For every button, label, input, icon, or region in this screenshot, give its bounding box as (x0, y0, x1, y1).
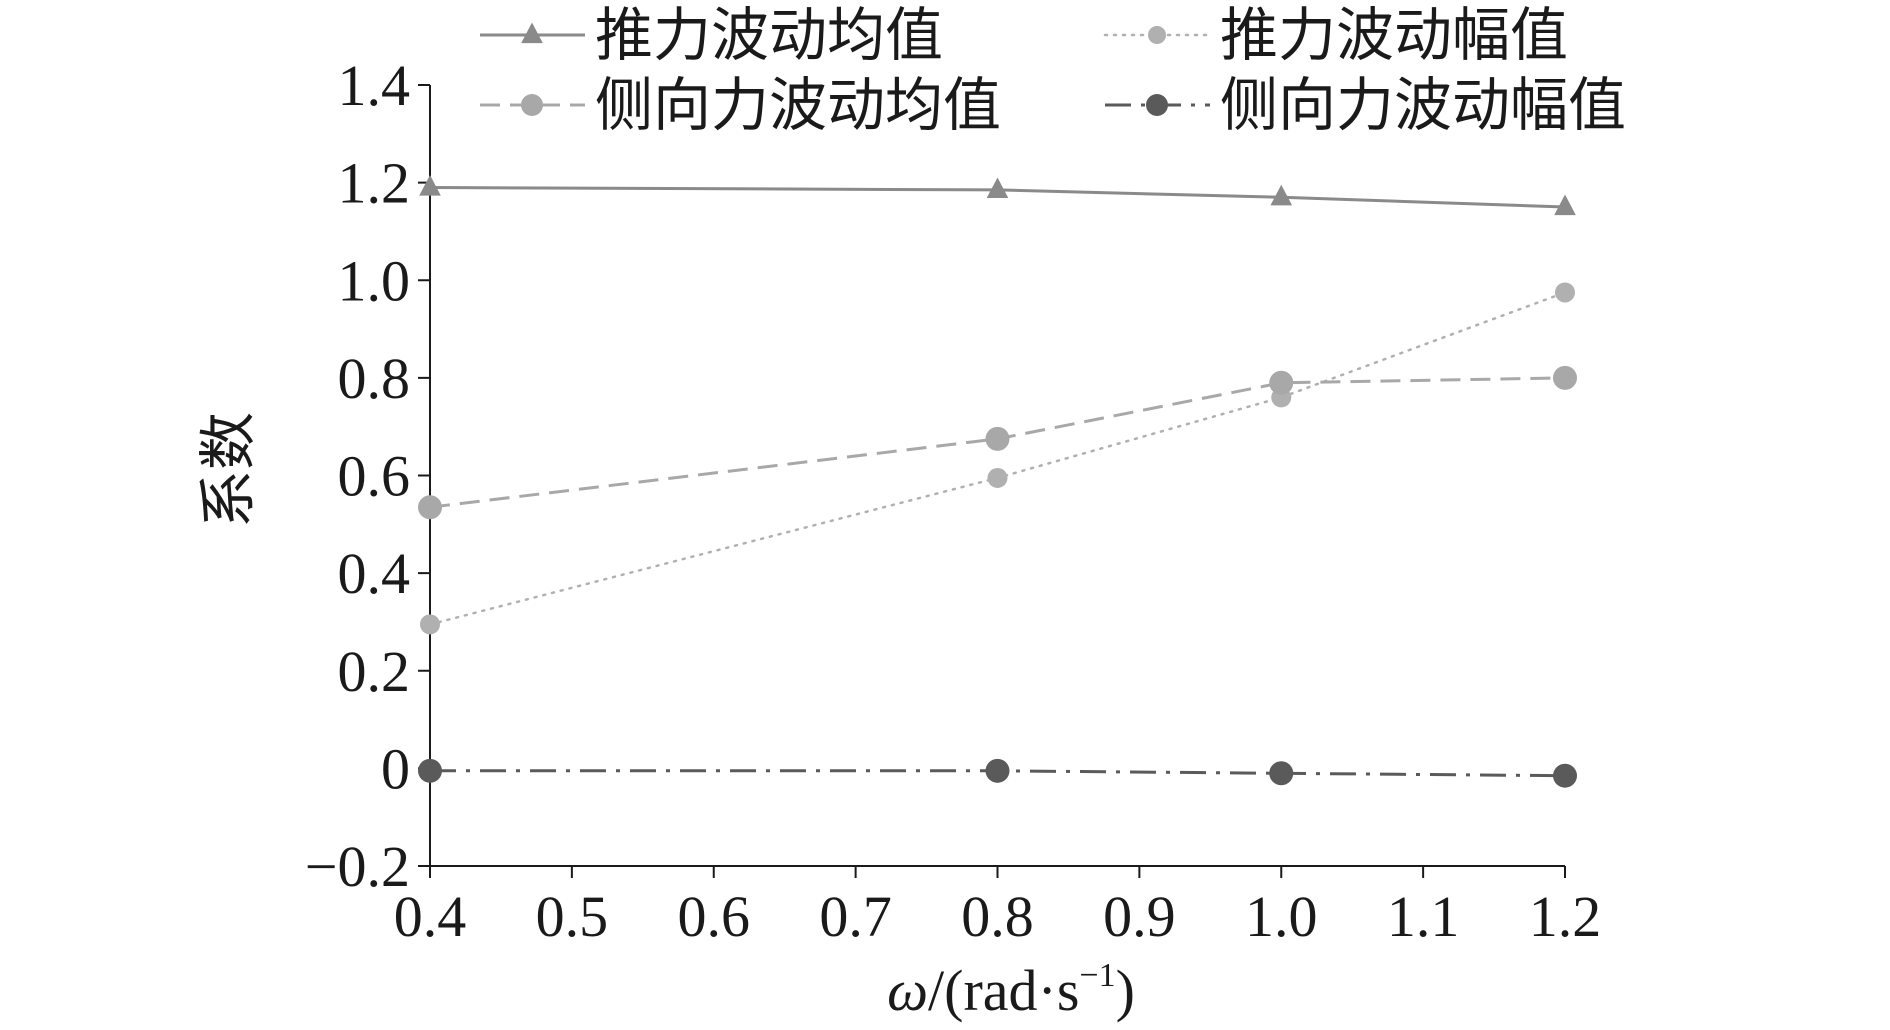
x-axis-title-omega: ω (887, 958, 928, 1023)
circle-point (418, 758, 442, 783)
series-1 (419, 175, 1576, 216)
x-tick-label: 0.8 (961, 884, 1034, 949)
x-axis-title-unit: /(rad·s (928, 958, 1079, 1023)
y-tick-label: −0.2 (305, 834, 410, 899)
triangle-point (1270, 184, 1293, 206)
circle-point (418, 495, 442, 520)
x-tick-label: 1.0 (1245, 884, 1318, 949)
triangle-point (986, 177, 1009, 199)
circle-point (1269, 761, 1294, 786)
legend-item-3: 侧向力波动均值 (480, 73, 1001, 138)
y-tick-label: 1.4 (338, 53, 411, 118)
legend-swatch-marker (521, 94, 543, 116)
y-tick-label: 0 (381, 736, 410, 801)
legend-item-2: 推力波动幅值 (1103, 3, 1568, 68)
series-line (429, 186, 1566, 209)
series-lines (418, 175, 1577, 788)
circle-point (987, 467, 1008, 488)
series-line (430, 769, 1566, 778)
x-axis-title-close: ) (1116, 958, 1135, 1023)
legend-label: 侧向力波动均值 (595, 73, 1001, 138)
circle-point (1269, 370, 1294, 395)
x-tick-label: 0.7 (819, 884, 892, 949)
x-tick-label: 1.1 (1387, 884, 1460, 949)
circle-point (1555, 282, 1575, 303)
y-tick-label: 1.0 (338, 248, 411, 313)
series-line (429, 376, 1566, 509)
x-axis-title-exponent: −1 (1079, 957, 1115, 994)
legend-label: 侧向力波动幅值 (1220, 73, 1626, 138)
legend-swatch-marker (521, 22, 543, 44)
legend-label: 推力波动均值 (595, 3, 943, 68)
legend-item-4: 侧向力波动幅值 (1105, 73, 1626, 138)
y-tick-label: 0.4 (338, 541, 411, 606)
triangle-point (1554, 194, 1576, 216)
series-2 (420, 282, 1575, 635)
series-line (428, 291, 1567, 626)
series-3 (418, 365, 1577, 520)
y-tick-label: 0.8 (338, 346, 411, 411)
circle-point (985, 758, 1010, 783)
x-tick-label: 1.2 (1529, 884, 1602, 949)
y-tick-label: 0.2 (338, 639, 411, 704)
legend-label: 推力波动幅值 (1220, 3, 1568, 68)
circle-point (1553, 365, 1577, 390)
circle-point (985, 426, 1010, 451)
legend-swatch-marker (1146, 94, 1168, 116)
legend-swatch-marker (1148, 26, 1166, 44)
x-tick-label: 0.9 (1103, 884, 1176, 949)
x-tick-label: 0.6 (678, 884, 751, 949)
x-axis-title: ω/(rad·s−1) (887, 957, 1135, 1023)
circle-point (420, 614, 440, 635)
circle-point (1553, 763, 1577, 788)
triangle-point (419, 175, 441, 196)
legend-item-1: 推力波动均值 (480, 3, 943, 68)
y-axis-title: 系数 (196, 412, 261, 528)
series-4 (418, 758, 1577, 788)
axes: −0.2 0 0.2 0.4 0.6 0.8 1.0 1.2 1.4 0.4 0.5 0.6 0.7 0.… (305, 53, 1601, 949)
x-tick-label: 0.5 (536, 884, 609, 949)
x-tick-label: 0.4 (394, 884, 467, 949)
y-tick-label: 1.2 (338, 151, 411, 216)
y-tick-label: 0.6 (338, 444, 411, 509)
